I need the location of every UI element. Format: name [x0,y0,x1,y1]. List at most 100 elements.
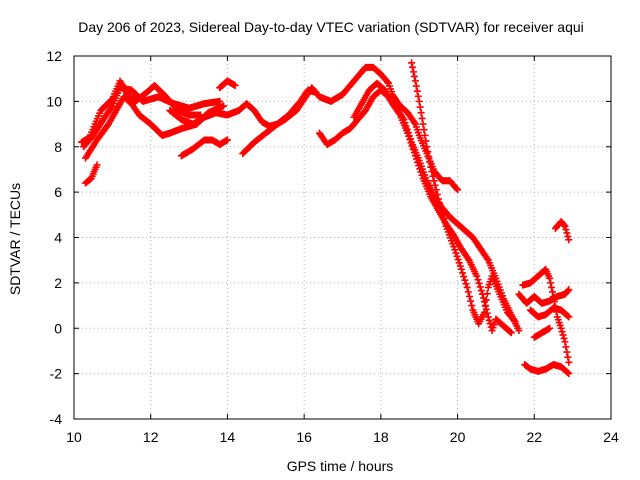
data-point [562,343,570,351]
chart-title: Day 206 of 2023, Sidereal Day-to-day VTE… [78,19,584,35]
y-axis-label: SDTVAR / TECUs [7,183,23,295]
data-point [481,302,489,310]
data-point [565,286,573,294]
data-point [467,297,475,305]
data-point [418,114,426,122]
data-point [419,120,427,128]
y-tick-label: 0 [54,320,62,336]
data-point [456,262,464,270]
data-point [454,256,462,264]
x-tick-label: 16 [296,429,312,445]
data-point [417,109,425,117]
data-point [507,329,515,337]
data-point [515,327,523,335]
data-point [452,185,460,193]
data-point [427,163,435,171]
data-point [409,68,417,76]
data-point [564,369,572,377]
data-point [220,102,228,110]
data-series [78,59,573,378]
data-point [409,63,417,71]
data-point [414,158,422,166]
y-tick-label: 8 [54,139,62,155]
data-point [453,252,461,260]
data-point [430,177,438,185]
data-point [485,316,493,324]
data-point [548,283,556,291]
data-point [231,81,239,89]
data-point [431,181,439,189]
data-point [558,328,566,336]
data-point [484,313,492,321]
series-track-3 [78,77,205,146]
data-point [454,186,462,194]
data-point [546,324,554,332]
data-point [411,152,419,160]
data-point [511,317,519,325]
series-track-7 [216,77,239,92]
data-point [441,218,449,226]
data-point [546,274,554,282]
data-point [460,273,468,281]
data-point [410,149,418,157]
data-point [426,158,434,166]
data-point [439,210,447,218]
data-point [424,148,432,156]
data-point [461,276,469,284]
x-tick-label: 12 [143,429,159,445]
data-point [406,136,414,144]
data-point [562,226,570,234]
series-track-8 [239,86,320,158]
data-point [418,171,426,179]
data-point [475,279,483,287]
data-point [565,358,573,366]
data-point [560,221,568,229]
data-point [93,161,101,169]
x-tick-label: 10 [66,429,82,445]
data-point [452,249,460,257]
data-point [474,276,482,284]
data-point [564,312,572,320]
data-point [437,203,445,211]
data-point [457,265,465,273]
series-track-12 [515,286,573,307]
y-tick-label: 10 [46,93,62,109]
y-tick-label: -2 [50,366,63,382]
data-point [410,72,418,80]
data-point [412,155,420,163]
data-point [473,272,481,280]
data-point [564,232,572,240]
data-point [383,78,391,86]
grid [74,56,611,419]
data-point [223,136,231,144]
data-point [455,259,463,267]
data-point [440,214,448,222]
data-point [416,165,424,173]
y-tick-label: 12 [46,48,62,64]
x-tick-label: 14 [220,429,236,445]
data-point [547,279,555,287]
x-axis-label: GPS time / hours [287,458,394,474]
data-point [564,353,572,361]
data-point [480,308,488,316]
data-point [561,338,569,346]
data-point [459,269,467,277]
data-point [423,143,431,151]
data-point [417,168,425,176]
data-point [557,324,565,332]
y-tick-label: -4 [50,411,63,427]
series-track-17 [551,218,573,244]
series-track-14 [526,304,573,321]
data-point [565,370,573,378]
series-track-15 [521,361,573,378]
x-tick-label: 22 [526,429,542,445]
data-point [425,153,433,161]
data-point [559,331,567,339]
x-tick-label: 20 [450,429,466,445]
data-point [107,96,115,104]
data-point [565,313,573,321]
data-point [477,287,485,295]
data-point [550,298,558,306]
